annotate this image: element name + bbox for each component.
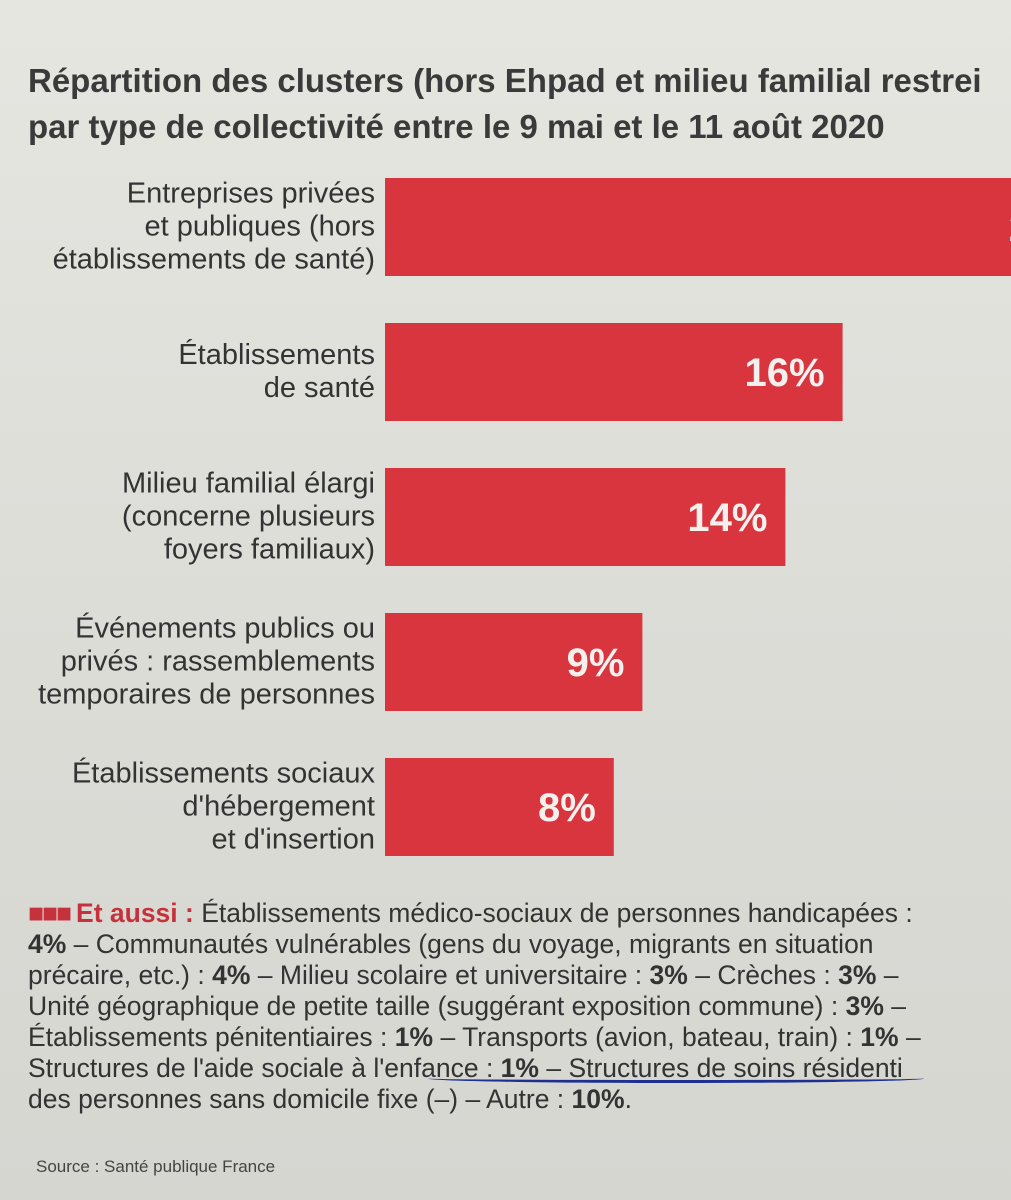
bar-row: 14% Milieu familial élargi(concerne plusi… xyxy=(122,468,786,566)
footnote-segment: – Transports (avion, bateau, train) : xyxy=(433,1022,861,1052)
footnote-segment: – xyxy=(898,1022,921,1052)
category-label: Entreprises privées xyxy=(127,178,375,210)
footnote-lead: Et aussi : xyxy=(76,898,194,928)
bar xyxy=(385,613,643,711)
footnote-segment: précaire, etc.) : xyxy=(28,960,213,990)
footnote-segment: – Milieu scolaire et universitaire : xyxy=(250,960,650,990)
footnote-segment: – Communautés vulnérables (gens du voyag… xyxy=(66,929,874,959)
footnote-value: 4% xyxy=(212,960,251,990)
pen-underline-mark xyxy=(428,1074,924,1083)
bar xyxy=(385,178,1011,276)
footnote-value: 3% xyxy=(838,960,877,990)
footnote-text: ■■■ Et aussi : Établissements médico-soci… xyxy=(28,898,1011,1115)
bar xyxy=(385,323,843,421)
footnote-segment: Unité géographique de petite taille (sug… xyxy=(28,991,846,1021)
footnote-segment: – Crèches : xyxy=(687,960,839,990)
chart-title: Répartition des clusters (hors Ehpad et … xyxy=(28,58,1011,150)
footnote-value: 3% xyxy=(649,960,688,990)
footnote-line: ■■■ Et aussi : Établissements médico-soci… xyxy=(28,898,1011,929)
footnote-line: Établissements pénitentiaires : 1% – Tra… xyxy=(28,1022,1011,1053)
footnote-line: précaire, etc.) : 4% – Milieu scolaire e… xyxy=(28,960,1011,991)
bar xyxy=(385,468,786,566)
footnote-segment: des personnes sans domicile fixe (–) – A… xyxy=(28,1084,572,1114)
source-credit: Source : Santé publique France xyxy=(36,1157,276,1176)
bar xyxy=(385,758,614,856)
footnote-segment: Établissements pénitentiaires : xyxy=(28,1022,395,1052)
category-label: Milieu familial élargi xyxy=(122,468,375,500)
footnote-line: Unité géographique de petite taille (sug… xyxy=(28,991,1011,1022)
category-label: Événements publics ou xyxy=(75,612,375,645)
footnote-value: 1% xyxy=(860,1022,899,1052)
bar-value-label: 8% xyxy=(538,786,596,830)
chart-title-line-1: Répartition des clusters (hors Ehpad et … xyxy=(28,62,982,99)
category-label: temporaires de personnes xyxy=(38,679,375,711)
bar-value-label: 16% xyxy=(745,351,825,395)
chart-title-line-2: par type de collectivité entre le 9 mai … xyxy=(28,108,885,145)
category-label: et d'insertion xyxy=(211,824,375,856)
bar-row: 8% Établissements sociauxd'hébergementet … xyxy=(72,757,614,856)
footnote-segment: Établissements médico-sociaux de personn… xyxy=(193,898,913,928)
footnote-value: 10% xyxy=(571,1084,625,1114)
footnote-line: 4% – Communautés vulnérables (gens du vo… xyxy=(28,929,1011,960)
footnote-line: des personnes sans domicile fixe (–) – A… xyxy=(28,1084,1011,1115)
category-label: d'hébergement xyxy=(182,791,375,823)
bar-value-label: 9% xyxy=(567,641,625,685)
bar-value-label: 24 xyxy=(1009,206,1011,250)
footnote-value: 3% xyxy=(845,991,884,1021)
category-label: foyers familiaux) xyxy=(164,534,375,566)
category-label: de santé xyxy=(264,372,375,404)
footnote-segment: – xyxy=(883,991,907,1021)
squares-icon: ■■■ xyxy=(28,898,72,928)
footnote-value: 1% xyxy=(394,1022,434,1052)
footnote-segment: Structures de l'aide sociale à l'enfance… xyxy=(28,1053,501,1083)
category-label: Établissements xyxy=(178,338,375,371)
footnote-segment: – xyxy=(876,960,899,990)
category-label: Établissements sociaux xyxy=(72,757,376,790)
bar-value-label: 14% xyxy=(687,496,767,540)
category-label: (concerne plusieurs xyxy=(122,501,375,533)
footnote-segment: . xyxy=(624,1084,632,1114)
category-label: établissements de santé) xyxy=(53,244,375,276)
footnote-value: 4% xyxy=(28,929,67,959)
category-label: et publiques (hors xyxy=(144,211,375,243)
category-label: privés : rassemblements xyxy=(61,646,375,678)
